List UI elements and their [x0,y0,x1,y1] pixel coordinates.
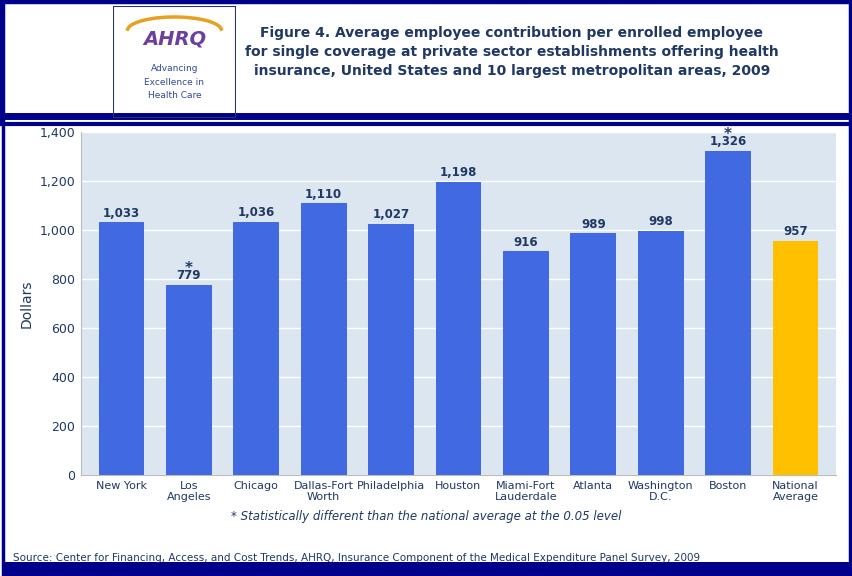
Text: Figure 4. Average employee contribution per enrolled employee
for single coverag: Figure 4. Average employee contribution … [245,26,778,78]
Bar [166,285,211,475]
Bar [233,222,279,475]
Text: AHRQ: AHRQ [142,30,206,49]
Bar [368,224,413,475]
Text: 1,033: 1,033 [103,207,140,220]
Text: Source: Center for Financing, Access, and Cost Trends, AHRQ, Insurance Component: Source: Center for Financing, Access, an… [13,554,699,563]
Text: 1,110: 1,110 [305,188,342,201]
Text: ✦: ✦ [41,37,74,75]
Text: 1,198: 1,198 [440,166,476,180]
Text: Advancing: Advancing [151,64,198,73]
Text: Excellence in: Excellence in [144,78,204,86]
Text: 779: 779 [176,269,201,282]
Text: 989: 989 [580,218,605,230]
Text: 1,027: 1,027 [372,209,409,221]
Text: *: * [185,261,193,276]
Bar [503,251,548,475]
Bar [705,150,750,475]
Text: * Statistically different than the national average at the 0.05 level: * Statistically different than the natio… [231,510,621,523]
Bar [637,231,682,475]
Bar [3,562,849,574]
Text: HHS: HHS [50,98,65,104]
Bar [301,203,346,475]
Text: 998: 998 [648,215,672,229]
Y-axis label: Dollars: Dollars [20,279,34,328]
Text: 916: 916 [513,236,538,248]
Bar [435,182,481,475]
Text: *: * [723,127,731,142]
Text: 1,036: 1,036 [238,206,274,219]
Text: 957: 957 [782,225,807,238]
Bar [772,241,817,475]
Bar [570,233,615,475]
Bar [99,222,144,475]
Text: Health Care: Health Care [147,91,201,100]
Text: 1,326: 1,326 [709,135,746,148]
